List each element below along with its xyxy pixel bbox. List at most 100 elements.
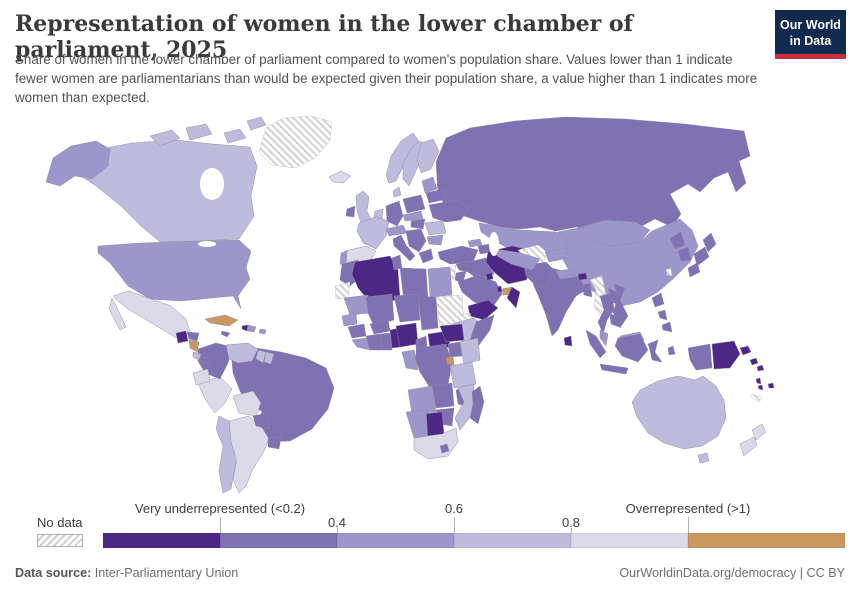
country-germany[interactable] <box>385 200 404 227</box>
country-solomon-islands[interactable] <box>749 357 759 366</box>
country-italy[interactable] <box>392 234 416 262</box>
legend-segment-0.81[interactable] <box>571 533 688 548</box>
country-dr-congo[interactable] <box>414 343 453 389</box>
country-kuwait[interactable] <box>485 272 494 281</box>
country-greece[interactable] <box>418 248 434 264</box>
country-nepal[interactable] <box>555 268 577 280</box>
country-czechia[interactable] <box>402 210 424 222</box>
country-japan[interactable] <box>702 232 717 253</box>
country-united-kingdom[interactable] <box>355 190 372 224</box>
country-namibia[interactable] <box>405 409 429 441</box>
country-nicaragua[interactable] <box>188 339 200 353</box>
country-philippines[interactable] <box>651 292 665 308</box>
country-venezuela[interactable] <box>225 342 259 364</box>
country-ghana[interactable] <box>379 332 393 351</box>
country-indonesia[interactable] <box>614 333 649 363</box>
country-north-korea[interactable] <box>669 231 686 250</box>
country-zambia[interactable] <box>431 382 455 409</box>
country-puerto-rico[interactable] <box>258 328 267 335</box>
country-guyana[interactable] <box>255 349 267 364</box>
country-papua-new-guinea[interactable] <box>739 345 752 356</box>
country-belarus[interactable] <box>425 188 448 204</box>
country-senegal[interactable] <box>341 312 358 327</box>
country-cambodia[interactable] <box>609 313 623 328</box>
country-gabon[interactable] <box>401 349 419 371</box>
country-united-states[interactable] <box>97 239 252 310</box>
country-canada[interactable] <box>246 116 267 131</box>
country-canada[interactable] <box>223 128 247 144</box>
country-papua-new-guinea[interactable] <box>711 340 741 370</box>
legend-segment-0.60.8[interactable] <box>454 533 571 548</box>
country-france[interactable] <box>356 216 390 250</box>
legend-segment-0.2[interactable] <box>103 533 220 548</box>
country-united-states[interactable] <box>45 140 111 187</box>
country-costa-rica[interactable] <box>192 351 202 361</box>
country-honduras[interactable] <box>186 331 200 342</box>
country-indonesia[interactable] <box>585 329 607 359</box>
country-bolivia[interactable] <box>232 390 262 417</box>
country-western-sahara[interactable] <box>334 281 351 300</box>
country-bangladesh[interactable] <box>581 282 593 298</box>
country-japan[interactable] <box>687 262 701 278</box>
country-niger[interactable] <box>393 293 421 323</box>
country-bulgaria[interactable] <box>426 234 444 246</box>
country-georgia[interactable] <box>467 238 483 248</box>
country-austria[interactable] <box>385 224 408 237</box>
country-cuba[interactable] <box>204 314 239 327</box>
country-madagascar[interactable] <box>469 385 485 425</box>
country-chad[interactable] <box>417 295 439 331</box>
country-bhutan[interactable] <box>577 272 588 281</box>
country-burkina-faso[interactable] <box>369 319 391 335</box>
legend-segment-1[interactable] <box>688 533 845 548</box>
country-uzbekistan[interactable] <box>495 248 541 271</box>
country-taiwan[interactable] <box>665 267 673 277</box>
country-ireland[interactable] <box>345 205 356 218</box>
country-dominican-republic[interactable] <box>246 324 257 333</box>
country-iceland[interactable] <box>328 170 352 184</box>
country-hungary[interactable] <box>410 218 426 230</box>
country-australia[interactable] <box>631 375 727 450</box>
country-serbia[interactable] <box>405 228 427 253</box>
country-new-zealand[interactable] <box>751 423 767 441</box>
country-paraguay[interactable] <box>252 412 270 430</box>
country-chile[interactable] <box>215 415 237 494</box>
country-philippines[interactable] <box>657 309 668 321</box>
country-uruguay[interactable] <box>267 436 282 450</box>
country-canada[interactable] <box>185 123 213 141</box>
attribution-link[interactable]: OurWorldinData.org/democracy | CC BY <box>619 566 845 580</box>
country-egypt[interactable] <box>427 266 453 298</box>
country-lithuania[interactable] <box>421 176 438 194</box>
country-jamaica[interactable] <box>220 330 231 338</box>
country-tunisia[interactable] <box>391 254 403 271</box>
country-new-zealand[interactable] <box>739 436 758 457</box>
country-lesotho[interactable] <box>439 443 450 454</box>
country-mongolia[interactable] <box>577 219 651 247</box>
country-malaysia[interactable] <box>599 329 609 347</box>
country-kenya[interactable] <box>459 337 481 365</box>
country-norway[interactable] <box>385 132 420 184</box>
country-rwanda[interactable] <box>445 355 455 366</box>
country-greenland[interactable] <box>258 115 333 169</box>
country-panama[interactable] <box>199 356 212 365</box>
country-ecuador[interactable] <box>192 368 211 386</box>
country-saudi-arabia[interactable] <box>457 274 503 309</box>
owid-logo[interactable]: Our World in Data <box>775 10 846 59</box>
country-tanzania[interactable] <box>449 361 477 389</box>
country-japan[interactable] <box>693 246 710 267</box>
country-solomon-islands[interactable] <box>756 364 765 372</box>
legend-segment-0.20.4[interactable] <box>220 533 337 548</box>
country-mexico[interactable] <box>108 297 127 331</box>
country-guinea[interactable] <box>347 323 367 339</box>
country-south-korea[interactable] <box>677 246 692 262</box>
country-romania[interactable] <box>424 220 447 236</box>
country-russia[interactable] <box>435 116 751 232</box>
country-denmark[interactable] <box>392 186 402 198</box>
country-indonesia[interactable] <box>599 363 629 375</box>
country-mozambique[interactable] <box>454 383 475 431</box>
country-south-sudan[interactable] <box>439 323 465 343</box>
country-indonesia[interactable] <box>647 339 663 363</box>
country-indonesia[interactable] <box>667 345 676 356</box>
country-australia[interactable] <box>697 452 710 464</box>
country-myanmar[interactable] <box>589 275 607 317</box>
country-nigeria[interactable] <box>395 322 419 348</box>
